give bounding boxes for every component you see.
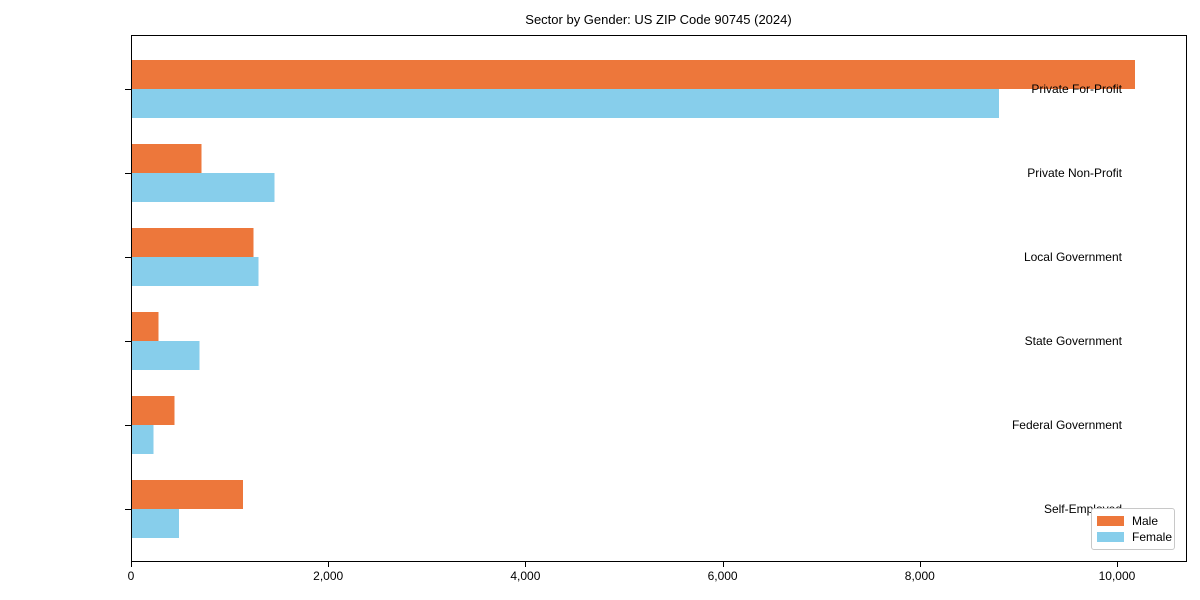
bar-female-1 bbox=[131, 173, 275, 202]
bar-female-2 bbox=[131, 257, 259, 286]
x-tick-label-6000: 6,000 bbox=[707, 569, 738, 583]
bar-male-1 bbox=[131, 144, 202, 173]
bar-male-5 bbox=[131, 480, 243, 509]
category-label-federal-government: Federal Government bbox=[1011, 418, 1122, 432]
category-label-private-for-profit: Private For-Profit bbox=[1031, 82, 1122, 96]
bar-male-3 bbox=[131, 312, 159, 341]
x-tick-label-10000: 10,000 bbox=[1098, 569, 1136, 583]
bar-female-3 bbox=[131, 341, 200, 370]
legend-male-label: Male bbox=[1132, 513, 1159, 528]
legend-male-swatch bbox=[1097, 515, 1124, 526]
legend-female-swatch bbox=[1097, 532, 1124, 543]
category-label-state-government: State Government bbox=[1024, 334, 1122, 348]
legend: Male Female bbox=[1091, 508, 1175, 550]
bar-male-4 bbox=[131, 396, 175, 425]
bar-male-2 bbox=[131, 228, 254, 257]
chart-title: Sector by Gender: US ZIP Code 90745 (202… bbox=[525, 12, 792, 27]
category-label-local-government: Local Government bbox=[1023, 250, 1122, 264]
x-tick-label-4000: 4,000 bbox=[510, 569, 541, 583]
x-tick-label-0: 0 bbox=[127, 569, 135, 583]
legend-item-female: Female bbox=[1097, 530, 1173, 545]
bar-male-0 bbox=[131, 60, 1136, 89]
bar-female-5 bbox=[131, 509, 179, 538]
plot-border bbox=[131, 35, 1187, 562]
category-label-private-non-profit: Private Non-Profit bbox=[1027, 166, 1122, 180]
bar-female-0 bbox=[131, 89, 1000, 118]
x-tick-label-8000: 8,000 bbox=[904, 569, 935, 583]
legend-female-label: Female bbox=[1132, 530, 1173, 545]
x-tick-label-2000: 2,000 bbox=[313, 569, 344, 583]
bar-female-4 bbox=[131, 425, 154, 454]
legend-item-male: Male bbox=[1097, 514, 1169, 528]
